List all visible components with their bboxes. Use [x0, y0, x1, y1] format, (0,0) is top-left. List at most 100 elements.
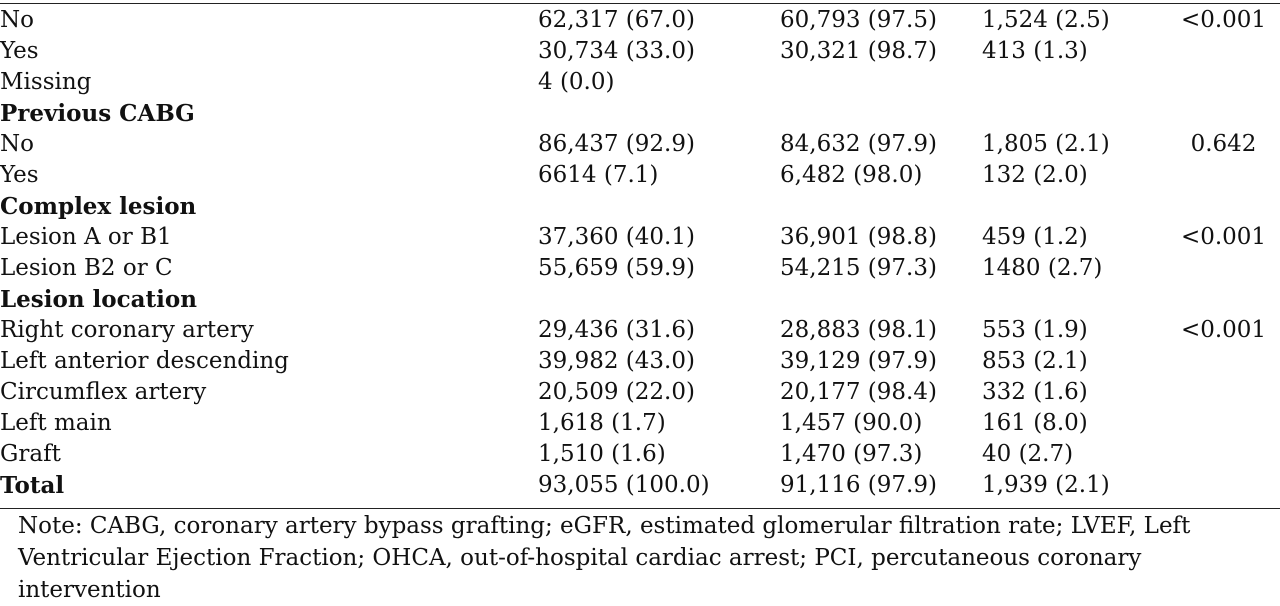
group-b-cell: 40 (2.7) [982, 441, 1074, 467]
group-a-cell: 1,470 (97.3) [780, 441, 923, 467]
group-b-cell [982, 98, 1167, 129]
group-a-cell: 84,632 (97.9) [780, 131, 937, 157]
row-label: Yes [0, 162, 39, 188]
total-cell: 29,436 (31.6) [538, 317, 695, 343]
total-cell: 1,510 (1.6) [538, 441, 666, 467]
p-value-cell [1167, 408, 1280, 439]
total-cell: 39,982 (43.0) [538, 348, 695, 374]
p-value-cell [1167, 67, 1280, 98]
total-cell [538, 191, 780, 222]
table-row: Lesion A or B1 37,360 (40.1) 36,901 (98.8)… [0, 222, 1280, 253]
row-label: Graft [0, 441, 61, 467]
table-row: Lesion B2 or C 55,659 (59.9) 54,215 (97.3)… [0, 253, 1280, 284]
p-value-cell [1167, 98, 1280, 129]
group-b-cell [982, 67, 1167, 98]
total-cell: 30,734 (33.0) [538, 38, 695, 64]
section-header-row: Complex lesion [0, 191, 1280, 222]
group-a-cell [780, 284, 982, 315]
section-header-row: Lesion location [0, 284, 1280, 315]
total-cell: 55,659 (59.9) [538, 255, 695, 281]
row-label: Left anterior descending [0, 348, 289, 374]
row-label: Lesion location [0, 286, 197, 313]
table-row: No 86,437 (92.9) 84,632 (97.9) 1,805 (2.1) 0… [0, 129, 1280, 160]
group-b-cell: 161 (8.0) [982, 410, 1088, 436]
total-cell: 1,618 (1.7) [538, 410, 666, 436]
group-b-cell: 553 (1.9) [982, 317, 1088, 343]
table-row: Left main 1,618 (1.7) 1,457 (90.0) 161 (8.0… [0, 408, 1280, 439]
bottom-rule [0, 508, 1280, 509]
group-a-cell: 6,482 (98.0) [780, 162, 923, 188]
table-row: Missing 4 (0.0) [0, 67, 1280, 98]
p-value-cell [1167, 377, 1280, 408]
group-b-cell: 332 (1.6) [982, 379, 1088, 405]
group-a-cell: 39,129 (97.9) [780, 348, 937, 374]
group-b-cell [982, 191, 1167, 222]
total-cell: 62,317 (67.0) [538, 7, 695, 33]
total-cell [538, 98, 780, 129]
p-value-cell [1167, 36, 1280, 67]
group-a-cell: 54,215 (97.3) [780, 255, 937, 281]
group-a-cell: 1,457 (90.0) [780, 410, 923, 436]
top-rule [0, 3, 1280, 4]
group-b-cell: 1,939 (2.1) [982, 472, 1110, 498]
table-row: No 62,317 (67.0) 60,793 (97.5) 1,524 (2.5) <… [0, 5, 1280, 36]
group-a-cell: 91,116 (97.9) [780, 472, 937, 498]
p-value-cell: <0.001 [1180, 7, 1267, 33]
group-b-cell [982, 284, 1167, 315]
p-value-cell [1167, 253, 1280, 284]
group-a-cell: 28,883 (98.1) [780, 317, 937, 343]
p-value-cell [1167, 284, 1280, 315]
total-cell: 6614 (7.1) [538, 162, 659, 188]
group-b-cell: 413 (1.3) [982, 38, 1088, 64]
group-a-cell [780, 191, 982, 222]
row-label: Left main [0, 410, 112, 436]
total-row: Total 93,055 (100.0) 91,116 (97.9) 1,939 (2… [0, 470, 1280, 501]
total-cell [538, 284, 780, 315]
table-body: No 62,317 (67.0) 60,793 (97.5) 1,524 (2.5) <… [0, 5, 1280, 501]
table-row: Yes 30,734 (33.0) 30,321 (98.7) 413 (1.3) [0, 36, 1280, 67]
group-a-cell: 60,793 (97.5) [780, 7, 937, 33]
row-label: Lesion B2 or C [0, 255, 173, 281]
p-value-cell: 0.642 [1190, 131, 1257, 157]
group-b-cell: 853 (2.1) [982, 348, 1088, 374]
table-note: Note: CABG, coronary artery bypass graft… [18, 513, 1191, 603]
total-cell: 93,055 (100.0) [538, 472, 710, 498]
total-cell: 4 (0.0) [538, 69, 615, 95]
p-value-cell [1167, 346, 1280, 377]
row-label: Right coronary artery [0, 317, 254, 343]
group-b-cell: 1,524 (2.5) [982, 7, 1110, 33]
total-cell: 37,360 (40.1) [538, 224, 695, 250]
p-value-cell: <0.001 [1180, 317, 1267, 343]
row-label: No [0, 131, 34, 157]
group-a-cell: 36,901 (98.8) [780, 224, 937, 250]
group-b-cell: 1,805 (2.1) [982, 131, 1110, 157]
table-row: Left anterior descending 39,982 (43.0) 39,… [0, 346, 1280, 377]
total-cell: 86,437 (92.9) [538, 131, 695, 157]
p-value-cell: <0.001 [1180, 224, 1267, 250]
total-cell: 20,509 (22.0) [538, 379, 695, 405]
row-label: Circumflex artery [0, 379, 207, 405]
table-row: Right coronary artery 29,436 (31.6) 28,883… [0, 315, 1280, 346]
data-table: No 62,317 (67.0) 60,793 (97.5) 1,524 (2.5) <… [0, 5, 1280, 501]
row-label: Yes [0, 38, 39, 64]
row-label: Lesion A or B1 [0, 224, 172, 250]
group-b-cell: 1480 (2.7) [982, 255, 1103, 281]
row-label: Missing [0, 69, 92, 95]
row-label: No [0, 7, 34, 33]
table-row: Graft 1,510 (1.6) 1,470 (97.3) 40 (2.7) [0, 439, 1280, 470]
group-b-cell: 132 (2.0) [982, 162, 1088, 188]
group-a-cell [780, 98, 982, 129]
group-a-cell: 20,177 (98.4) [780, 379, 937, 405]
row-label: Complex lesion [0, 193, 197, 220]
p-value-cell [1167, 439, 1280, 470]
row-label: Total [0, 472, 65, 499]
p-value-cell [1167, 470, 1280, 501]
group-b-cell: 459 (1.2) [982, 224, 1088, 250]
group-a-cell [780, 67, 982, 98]
group-a-cell: 30,321 (98.7) [780, 38, 937, 64]
section-header-row: Previous CABG [0, 98, 1280, 129]
p-value-cell [1167, 191, 1280, 222]
table-row: Circumflex artery 20,509 (22.0) 20,177 (98… [0, 377, 1280, 408]
p-value-cell [1167, 160, 1280, 191]
table-row: Yes 6614 (7.1) 6,482 (98.0) 132 (2.0) [0, 160, 1280, 191]
